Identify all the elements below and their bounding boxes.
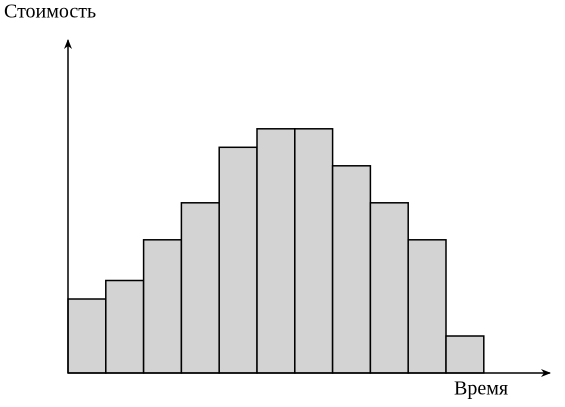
bars: [67, 128, 485, 374]
bar: [294, 128, 334, 374]
bar: [407, 239, 447, 374]
bar: [331, 165, 372, 374]
bar: [218, 146, 258, 374]
y-axis-label: Стоимость: [4, 1, 96, 23]
bar: [180, 202, 220, 374]
x-axis-label: Время: [454, 378, 508, 400]
bar: [369, 202, 409, 374]
bar: [105, 279, 145, 374]
bar: [445, 335, 485, 374]
bar: [256, 128, 296, 374]
bar: [67, 298, 107, 374]
bar: [142, 239, 183, 374]
